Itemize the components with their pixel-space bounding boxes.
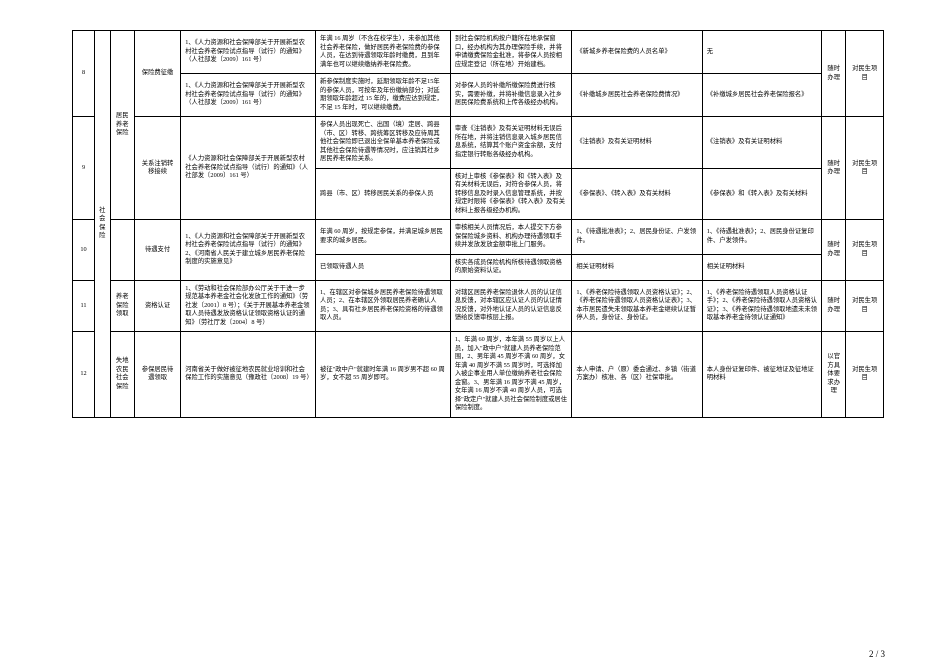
cell-note: 对民生项目 xyxy=(846,332,884,418)
cell-basis: 河南省关于做好被征地农民就业培训和社会保险工作的实施意见（豫政社〔2008〕19… xyxy=(181,332,316,418)
cell-item: 资格认证 xyxy=(134,280,180,332)
cell-procedure: 对辖区居民养老保险退休人员的认证信息反馈，对本辖区应认证人员的认证情况反馈，对外… xyxy=(450,280,572,332)
page-number: 2 / 3 xyxy=(869,649,885,659)
cell-basis: 《人力资源和社会保障部关于开展新型农村社会养老保险试点指导（试行）的通知》（人社… xyxy=(181,117,316,220)
cell-index: 12 xyxy=(73,332,95,418)
cell-note: 对民生项目 xyxy=(846,117,884,220)
cell-condition: 新参保制度实施时，延期领取年龄不足15年的参保人员，可按年及年份缴纳部分；对延期… xyxy=(316,74,451,117)
table-row: 9 关系注销转移接续 《人力资源和社会保障部关于开展新型农村社会养老保险试点指导… xyxy=(73,117,884,169)
cell-procedure: 1、年满 60 周岁，本年满 55 周岁以上人员，加入"政中户"就建人员养老保险… xyxy=(450,332,572,418)
table-row: 1、《人力资源和社会保障部关于开展新型农村社会养老保险试点指导（试行）的通知》（… xyxy=(73,74,884,117)
table-row: 8 社会保险 居民养老保险 保险费征缴 1、《人力资源和社会保障部关于开展新型农… xyxy=(73,31,884,74)
cell-index: 9 xyxy=(73,117,95,220)
cell-subcategory xyxy=(110,220,134,281)
cell-index: 10 xyxy=(73,220,95,281)
cell-material2: 1、《待遇批准表》；2、居民身份证复印件、户发领件。 xyxy=(702,220,821,255)
cell-procedure: 对参保人员的补缴所缴保险费进行核实，需要补缴，并将补缴信息录入社乡居民保险费系统… xyxy=(450,74,572,117)
cell-basis: 1、《人力资源和社会保障部关于开展新型农村社会养老保险试点指导（试行）的通知》（… xyxy=(181,31,316,74)
cell-basis: 1、《劳动和社会保险部办公厅关于干进一步规范基本养老金社会化发放工作的通知》（劳… xyxy=(181,280,316,332)
table-row: 12 失地农民社会保险 参保居民待遇领取 河南省关于做好被征地农民就业培训和社会… xyxy=(73,332,884,418)
cell-condition: 1、在辖区对参保城乡居民养老保险待遇领取人员；2、在本辖区外领取居民养老确认人员… xyxy=(316,280,451,332)
cell-item: 保险费征缴 xyxy=(134,31,180,117)
cell-material2: 《注销表》及有关证明材料 xyxy=(702,117,821,169)
cell-material2: 1、《养老保险待遇领取人员资格认证手》；2、《养老保险待遇领取人员资格认证》；3… xyxy=(702,280,821,332)
cell-material: 本人申请、户（原）委会通过、乡镇（街道方案办）核准、各（区）社保审批。 xyxy=(572,332,702,418)
cell-condition: 跨县（市、区）转移居民关系的参保人员 xyxy=(316,168,451,220)
cell-time: 以官方具体要求办理 xyxy=(822,332,846,418)
cell-note: 对民生项目 xyxy=(846,220,884,281)
cell-time: 随时办理 xyxy=(822,280,846,332)
cell-subcategory: 失地农民社会保险 xyxy=(110,332,134,418)
cell-note: 对民生项目 xyxy=(846,31,884,117)
cell-time: 随时办理 xyxy=(822,220,846,281)
cell-basis: 1、《人力资源和社会保障部关于开展新型农村社会养老保险试点指导（试行）的通知》（… xyxy=(181,74,316,117)
cell-material: 《新城乡养老保险费的人员名单》 xyxy=(572,31,702,74)
table-row: 11 养老保险领取 资格认证 1、《劳动和社会保险部办公厅关于干进一步规范基本养… xyxy=(73,280,884,332)
cell-subcategory: 居民养老保险 xyxy=(110,31,134,220)
cell-procedure: 审查《注销表》及有关证明材料无误后所在地，并将注销信息录入城乡居民信息系统，结算… xyxy=(450,117,572,169)
cell-time: 随时办理 xyxy=(822,117,846,220)
cell-basis: 1、《人力资源和社会保障部关于开展新型农村社会养老保险试点指导（试行）的通知》2… xyxy=(181,220,316,281)
cell-procedure: 审核相关人员情况后，本人提交下方参保保险城乡资料、机构办理待遇领取手续并发放发放… xyxy=(450,220,572,255)
cell-item: 参保居民待遇领取 xyxy=(134,332,180,418)
cell-condition: 年满 16 周岁（不含在校学生），未参加其他社会养老保险，做好居民养老保险费的参… xyxy=(316,31,451,74)
cell-material2: 本人身份证复印件、被征地证及征地证明材料 xyxy=(702,332,821,418)
cell-material: 《注销表》及有关证明材料 xyxy=(572,117,702,169)
cell-category: 社会保险 xyxy=(95,31,110,418)
cell-material: 《参保表》、《转入表》及有关材料 xyxy=(572,168,702,220)
cell-material2: 《补缴城乡居民社会养老保险报名》 xyxy=(702,74,821,117)
cell-material2: 相关证明材料 xyxy=(702,254,821,280)
cell-material2: 无 xyxy=(702,31,821,74)
cell-index: 8 xyxy=(73,31,95,117)
cell-material: 《补缴城乡居民社会养老保险费情况》 xyxy=(572,74,702,117)
table-row: 10 待遇支付 1、《人力资源和社会保障部关于开展新型农村社会养老保险试点指导（… xyxy=(73,220,884,255)
cell-material: 1、《待遇批准表》；2、居民身份证、户发领件。 xyxy=(572,220,702,255)
page-container: 8 社会保险 居民养老保险 保险费征缴 1、《人力资源和社会保障部关于开展新型农… xyxy=(0,0,945,669)
cell-subcategory: 养老保险领取 xyxy=(110,280,134,332)
cell-time: 随时办理 xyxy=(822,31,846,117)
cell-item: 关系注销转移接续 xyxy=(134,117,180,220)
cell-procedure: 核对上审核《参保表》和《转入表》及有关材料无误后，对符合参保人员，将转移信息及时… xyxy=(450,168,572,220)
cell-material: 1、《养老保险待遇领取人员资格认证》；2、《养老保险待遇领取人员资格认证表》；3… xyxy=(572,280,702,332)
cell-index: 11 xyxy=(73,280,95,332)
cell-material2: 《参保表》和《转入表》及有关材料 xyxy=(702,168,821,220)
cell-procedure: 到社会保险机构按户籍所在地承保窗口，经办机构为其办理保险手续，并将申请缴费保险金… xyxy=(450,31,572,74)
cell-item: 待遇支付 xyxy=(134,220,180,281)
cell-procedure: 核实各成员保险机构所核待遇领取资格的原始资料认证。 xyxy=(450,254,572,280)
cell-material: 相关证明材料 xyxy=(572,254,702,280)
cell-condition: 参保人员出现死亡、出国（境）定居、跨县（市、区）转移、跨统筹区转移及应待周其他社… xyxy=(316,117,451,169)
cell-condition: 被征"政中户"就建时年满 16 周岁男不超 60 周岁，女不超 55 周岁即可。 xyxy=(316,332,451,418)
cell-note: 对民生项目 xyxy=(846,280,884,332)
cell-condition: 年满 60 周岁，按规定参保，并满足城乡居民要求的城乡居民。 xyxy=(316,220,451,255)
main-table: 8 社会保险 居民养老保险 保险费征缴 1、《人力资源和社会保障部关于开展新型农… xyxy=(72,30,884,418)
cell-condition: 已领取待遇人员 xyxy=(316,254,451,280)
